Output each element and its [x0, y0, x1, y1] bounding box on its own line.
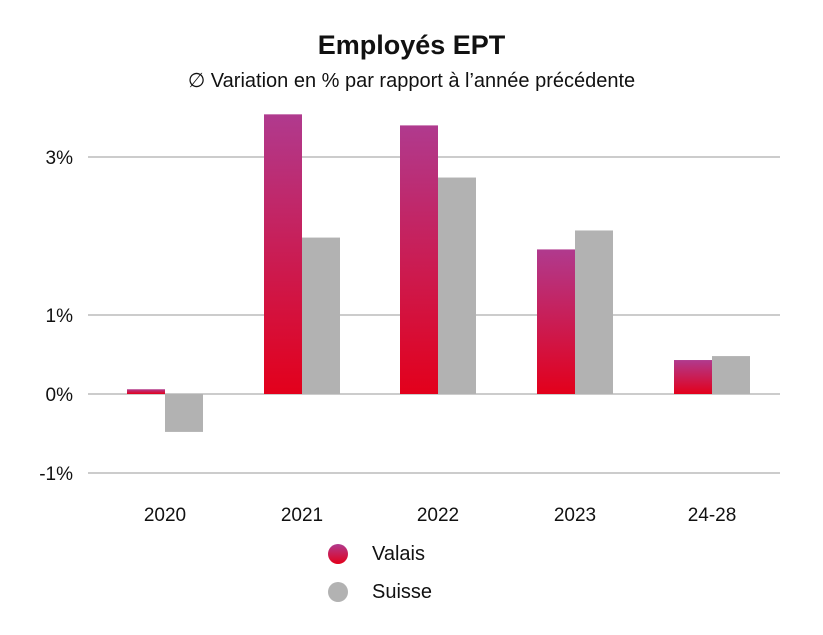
legend-swatch-suisse — [328, 582, 348, 602]
x-tick-label: 24-28 — [688, 505, 737, 526]
bar-suisse-2023 — [575, 230, 613, 394]
chart-title: Employés EPT — [317, 30, 506, 60]
y-tick-label: 1% — [46, 306, 74, 327]
bar-valais-2020 — [127, 389, 165, 394]
x-axis-ticks: 2020 2021 2022 2023 24-28 — [144, 505, 736, 526]
bar-suisse-24-28 — [712, 356, 750, 394]
bar-valais-24-28 — [674, 360, 712, 394]
y-tick-label: 3% — [46, 148, 74, 169]
y-tick-label: -1% — [39, 464, 73, 485]
x-tick-label: 2021 — [281, 505, 323, 526]
legend-item-suisse: Suisse — [328, 577, 432, 607]
legend-swatch-valais — [328, 544, 348, 564]
y-axis-ticks: 3% 1% 0% -1% — [39, 148, 73, 485]
bar-suisse-2021 — [302, 237, 340, 394]
chart-subtitle: ∅ Variation en % par rapport à l’année p… — [187, 70, 636, 92]
bar-suisse-2020 — [165, 394, 203, 432]
bar-valais-2022 — [400, 125, 438, 395]
bar-valais-2021 — [264, 114, 302, 394]
bar-valais-2023 — [537, 249, 575, 394]
x-tick-label: 2022 — [417, 505, 459, 526]
legend-item-valais: Valais — [328, 539, 425, 569]
x-tick-label: 2020 — [144, 505, 186, 526]
legend-label-suisse: Suisse — [372, 580, 433, 603]
bars — [127, 114, 750, 432]
x-tick-label: 2023 — [554, 505, 596, 526]
y-tick-label: 0% — [46, 385, 74, 406]
legend-label-valais: Valais — [372, 542, 425, 565]
bar-suisse-2022 — [438, 177, 476, 394]
